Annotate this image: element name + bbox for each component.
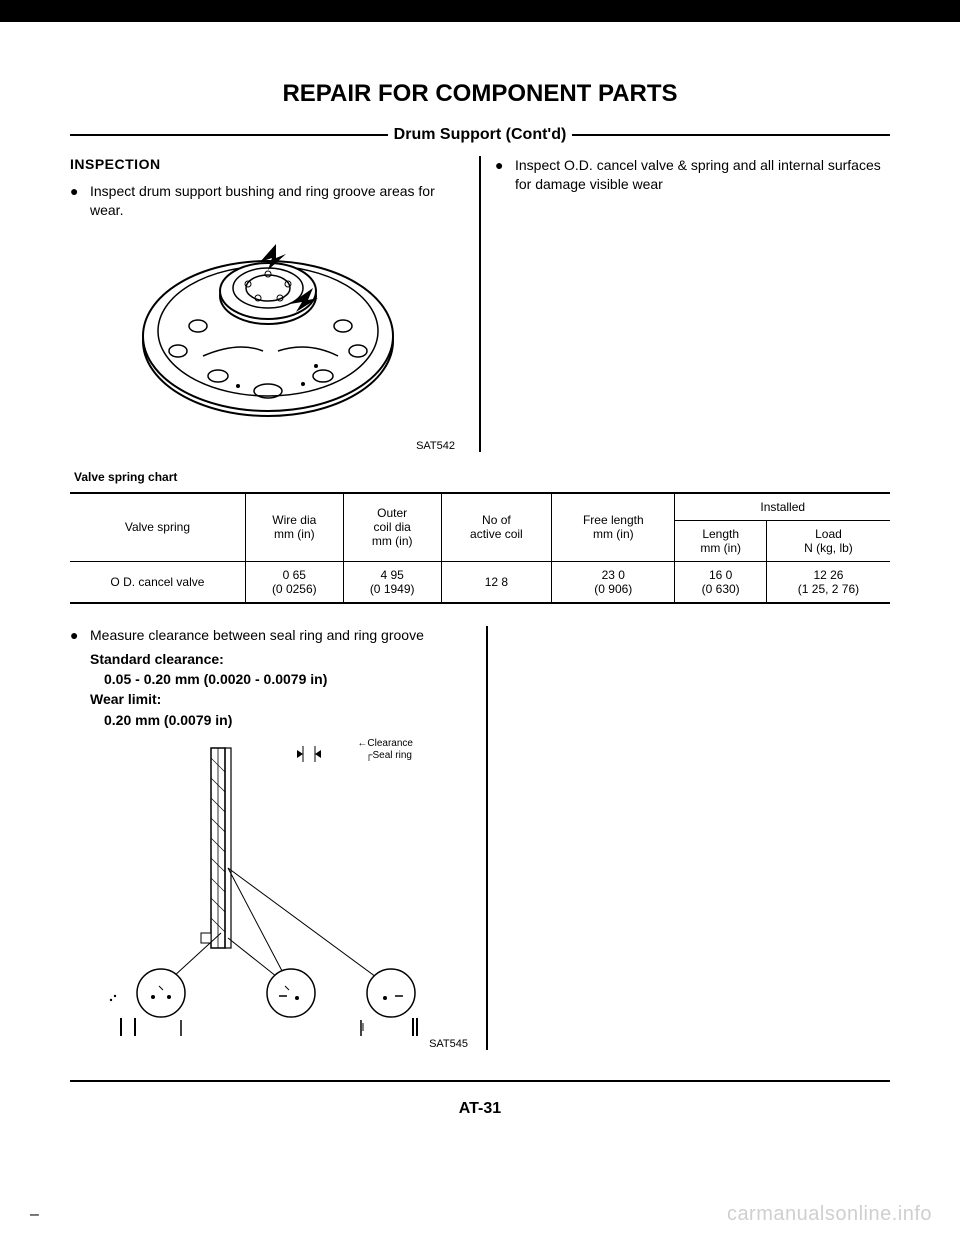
- row-inst-load: 12 26 (1 25, 2 76): [766, 561, 890, 603]
- col-free-length: Free length mm (in): [552, 493, 675, 562]
- rule-right: [572, 134, 890, 136]
- bottom-rule: [70, 1080, 890, 1082]
- watermark: carmanualsonline.info: [727, 1203, 932, 1226]
- bullet-text: Inspect O.D. cancel valve & spring and a…: [515, 156, 890, 194]
- figure-1: [108, 226, 428, 436]
- top-black-bar: [0, 0, 960, 22]
- col-installed-load: Load N (kg, lb): [766, 520, 890, 561]
- figure-1-caption: SAT542: [70, 440, 465, 452]
- seal-ring-label: Seal ring: [373, 750, 412, 761]
- page-number: AT-31: [70, 1100, 890, 1118]
- bullet-text: Measure clearance between seal ring and …: [90, 626, 472, 645]
- figure-2-caption: SAT545: [70, 1038, 472, 1050]
- row-name: O D. cancel valve: [70, 561, 245, 603]
- col-installed-length: Length mm (in): [675, 520, 766, 561]
- right-bullet-1: ● Inspect O.D. cancel valve & spring and…: [495, 156, 890, 194]
- subtitle-row: Drum Support (Cont'd): [70, 126, 890, 144]
- row-outer: 4 95 (0 1949): [343, 561, 441, 603]
- lower-left-column: ● Measure clearance between seal ring an…: [70, 626, 488, 1050]
- page-content: REPAIR FOR COMPONENT PARTS Drum Support …: [0, 42, 960, 1118]
- row-wire: 0 65 (0 0256): [245, 561, 343, 603]
- upper-columns: INSPECTION ● Inspect drum support bushin…: [70, 156, 890, 452]
- row-free: 23 0 (0 906): [552, 561, 675, 603]
- col-installed: Installed: [675, 493, 890, 521]
- col-valve-spring: Valve spring: [70, 493, 245, 562]
- right-column: ● Inspect O.D. cancel valve & spring and…: [481, 156, 890, 452]
- page-title: REPAIR FOR COMPONENT PARTS: [70, 80, 890, 108]
- row-inst-len: 16 0 (0 630): [675, 561, 766, 603]
- wear-limit-value: 0.20 mm (0.0079 in): [104, 710, 472, 730]
- col-outer-coil: Outer coil dia mm (in): [343, 493, 441, 562]
- wear-limit-label: Wear limit:: [90, 689, 472, 709]
- left-bullet-1: ● Inspect drum support bushing and ring …: [70, 182, 465, 220]
- standard-clearance-value: 0.05 - 0.20 mm (0.0020 - 0.0079 in): [104, 669, 472, 689]
- col-active-coil: No of active coil: [441, 493, 552, 562]
- chart-title: Valve spring chart: [74, 470, 890, 484]
- col-wire-dia: Wire dia mm (in): [245, 493, 343, 562]
- bullet-icon: ●: [70, 626, 90, 645]
- figure-2-labels: ←Clearance ┌Seal ring: [365, 738, 421, 762]
- lower-section: ● Measure clearance between seal ring an…: [70, 626, 890, 1050]
- drum-support-illustration: [108, 226, 428, 436]
- bullet-text: Inspect drum support bushing and ring gr…: [90, 182, 465, 220]
- inspection-heading: INSPECTION: [70, 156, 465, 172]
- subtitle-text: Drum Support (Cont'd): [388, 126, 573, 144]
- lower-right-column: [488, 626, 890, 1050]
- clearance-label: Clearance: [367, 738, 413, 749]
- lower-bullet: ● Measure clearance between seal ring an…: [70, 626, 472, 645]
- valve-spring-table: Valve spring Wire dia mm (in) Outer coil…: [70, 492, 890, 604]
- figure-2: ←Clearance ┌Seal ring: [101, 738, 441, 1038]
- standard-clearance-label: Standard clearance:: [90, 649, 472, 669]
- bullet-icon: ●: [495, 156, 515, 194]
- seal-ring-illustration: [101, 738, 441, 1038]
- underscore-mark: –: [30, 1206, 39, 1224]
- rule-left: [70, 134, 388, 136]
- bullet-icon: ●: [70, 182, 90, 220]
- row-active: 12 8: [441, 561, 552, 603]
- left-column: INSPECTION ● Inspect drum support bushin…: [70, 156, 481, 452]
